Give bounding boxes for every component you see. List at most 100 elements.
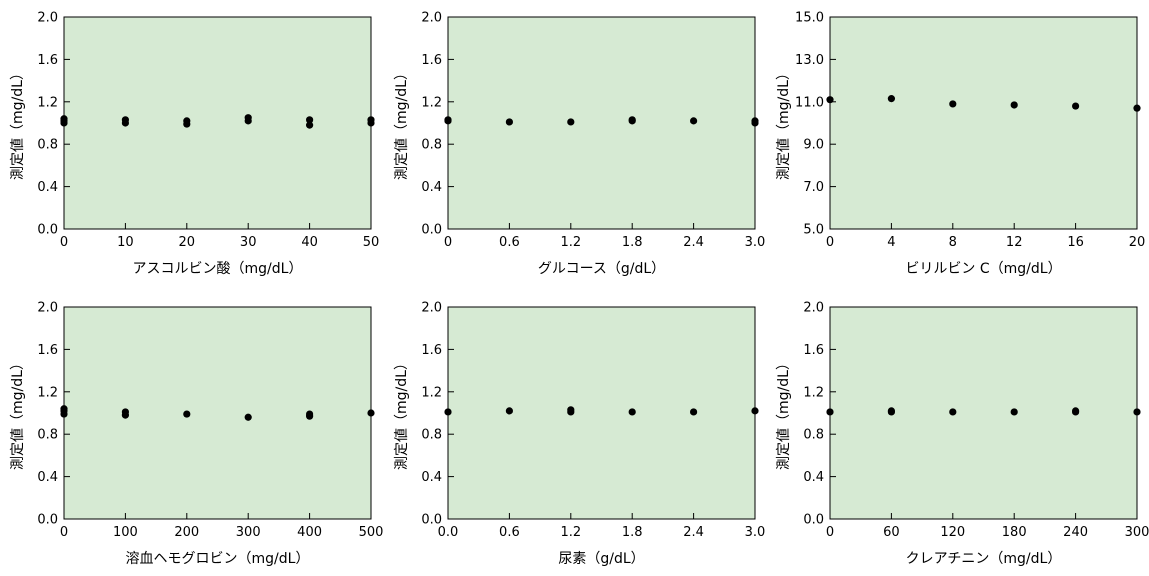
- y-tick-label: 0.0: [421, 513, 442, 528]
- data-point: [690, 117, 698, 125]
- data-point: [628, 408, 636, 416]
- data-point: [949, 100, 957, 108]
- y-tick-label: 0.4: [421, 180, 442, 195]
- data-point: [306, 116, 314, 124]
- x-axis-title: 尿素（g/dL）: [558, 551, 644, 567]
- data-point: [826, 96, 834, 104]
- y-tick-label: 0.4: [37, 180, 58, 195]
- x-tick-label: 50: [363, 235, 380, 250]
- data-point: [244, 114, 252, 122]
- y-tick-label: 0.8: [421, 138, 442, 153]
- y-tick-label: 0.8: [803, 428, 824, 443]
- data-point: [183, 117, 191, 125]
- y-tick-label: 0.4: [37, 470, 58, 485]
- y-axis-title: 測定値（mg/dL）: [394, 356, 410, 470]
- data-point: [244, 413, 252, 421]
- data-point: [949, 408, 957, 416]
- y-tick-label: 0.8: [421, 428, 442, 443]
- y-tick-label: 0.8: [37, 428, 58, 443]
- y-axis-title: 測定値（mg/dL）: [394, 66, 410, 180]
- x-tick-label: 0: [444, 235, 452, 250]
- data-point: [1133, 104, 1141, 112]
- y-tick-label: 13.0: [795, 53, 824, 68]
- plot-area: [447, 16, 756, 230]
- x-tick-label: 0.6: [499, 525, 520, 540]
- x-tick-label: 0: [60, 525, 68, 540]
- x-tick-label: 1.8: [622, 235, 643, 250]
- x-tick-label: 4: [887, 235, 895, 250]
- y-tick-label: 1.6: [421, 53, 442, 68]
- y-tick-label: 1.2: [803, 385, 824, 400]
- x-tick-label: 240: [1063, 525, 1088, 540]
- x-tick-label: 16: [1067, 235, 1084, 250]
- y-tick-label: 2.0: [421, 11, 442, 26]
- y-tick-label: 2.0: [421, 301, 442, 316]
- x-tick-label: 0: [826, 235, 834, 250]
- data-point: [367, 116, 375, 124]
- y-tick-label: 1.6: [37, 343, 58, 358]
- y-tick-label: 1.6: [803, 343, 824, 358]
- x-tick-label: 1.2: [560, 525, 581, 540]
- y-tick-label: 0.0: [37, 223, 58, 238]
- plot-area: [63, 306, 372, 520]
- x-tick-label: 10: [117, 235, 134, 250]
- x-tick-label: 400: [297, 525, 322, 540]
- x-tick-label: 1.8: [622, 525, 643, 540]
- x-tick-label: 0: [60, 235, 68, 250]
- data-point: [505, 118, 513, 126]
- data-point: [567, 118, 575, 126]
- y-tick-label: 0.0: [421, 223, 442, 238]
- x-tick-label: 40: [301, 235, 318, 250]
- data-point: [1133, 408, 1141, 416]
- chart-panel-1: 0 10 20 30 40 50 0.0 0.4 0.8 1.2 1.6 2.0 アスコルビン酸（mg/…: [10, 11, 379, 278]
- data-point: [567, 406, 575, 414]
- x-tick-label: 30: [240, 235, 257, 250]
- x-tick-label: 60: [883, 525, 900, 540]
- data-point: [1072, 407, 1080, 415]
- data-point: [60, 405, 68, 413]
- x-tick-label: 180: [1002, 525, 1027, 540]
- y-tick-label: 0.0: [37, 513, 58, 528]
- y-tick-label: 2.0: [803, 301, 824, 316]
- data-point: [751, 117, 759, 125]
- y-tick-label: 2.0: [37, 11, 58, 26]
- x-tick-label: 300: [1125, 525, 1149, 540]
- x-tick-label: 200: [174, 525, 199, 540]
- data-point: [1010, 408, 1018, 416]
- data-point: [887, 407, 896, 415]
- y-axis-title: 測定値（mg/dL）: [10, 66, 26, 180]
- y-tick-label: 2.0: [37, 301, 58, 316]
- data-point: [1010, 101, 1018, 109]
- y-axis-title: 測定値（mg/dL）: [776, 356, 792, 470]
- data-point: [505, 407, 513, 415]
- data-point: [1072, 102, 1080, 110]
- x-tick-label: 300: [236, 525, 261, 540]
- x-tick-label: 0.6: [499, 235, 520, 250]
- y-tick-label: 5.0: [803, 223, 824, 238]
- x-tick-label: 12: [1006, 235, 1023, 250]
- chart-panel-3: 0 4 8 12 16 20 5.0 7.0 9.0 11.0 13.0 15.0 ビリルビン C（mg…: [776, 11, 1145, 278]
- data-point: [183, 410, 191, 418]
- data-point: [690, 408, 698, 416]
- data-point: [887, 95, 896, 103]
- data-point: [628, 116, 636, 124]
- x-axis-title: アスコルビン酸（mg/dL）: [133, 261, 303, 277]
- y-tick-label: 0.8: [37, 138, 58, 153]
- data-point: [121, 116, 129, 124]
- x-tick-label: 0.0: [438, 525, 459, 540]
- y-axis-title: 測定値（mg/dL）: [776, 66, 792, 180]
- y-tick-label: 15.0: [795, 11, 824, 26]
- y-tick-label: 1.6: [37, 53, 58, 68]
- x-tick-label: 20: [1129, 235, 1146, 250]
- x-tick-label: 20: [179, 235, 196, 250]
- y-tick-label: 1.6: [421, 343, 442, 358]
- data-point: [751, 407, 759, 415]
- y-axis-title: 測定値（mg/dL）: [10, 356, 26, 470]
- x-axis-title: 溶血ヘモグロビン（mg/dL）: [126, 551, 310, 567]
- y-tick-label: 1.2: [421, 385, 442, 400]
- y-tick-label: 1.2: [37, 95, 58, 110]
- y-tick-label: 1.2: [421, 95, 442, 110]
- x-tick-label: 1.2: [560, 235, 581, 250]
- x-axis-title: グルコース（g/dL）: [538, 261, 665, 277]
- y-tick-label: 0.4: [421, 470, 442, 485]
